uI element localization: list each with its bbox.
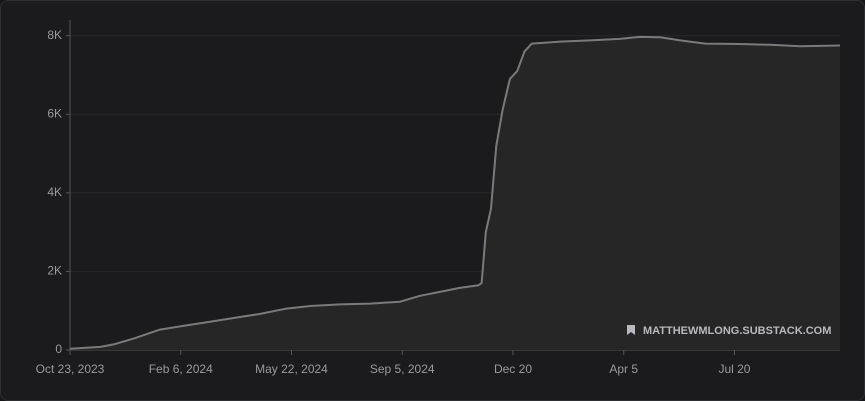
y-tick-label: 0	[55, 342, 62, 356]
y-tick-label: 8K	[47, 28, 62, 42]
watermark: MATTHEWMLONG.SUBSTACK.COM	[643, 325, 831, 337]
x-tick-label: Oct 23, 2023	[36, 362, 105, 376]
y-tick-label: 4K	[47, 185, 62, 199]
area-fill	[70, 36, 840, 351]
watermark-group: MATTHEWMLONG.SUBSTACK.COM	[627, 325, 831, 337]
x-tick-label: May 22, 2024	[255, 362, 328, 376]
y-tick-label: 6K	[47, 106, 62, 120]
x-tick-label: Jul 20	[718, 362, 750, 376]
x-tick-label: Apr 5	[609, 362, 638, 376]
x-tick-label: Feb 6, 2024	[149, 362, 213, 376]
y-tick-label: 2K	[47, 264, 62, 278]
x-tick-label: Dec 20	[494, 362, 532, 376]
bookmark-icon	[627, 325, 635, 335]
line	[69, 35, 841, 350]
x-tick-label: Sep 5, 2024	[370, 362, 435, 376]
